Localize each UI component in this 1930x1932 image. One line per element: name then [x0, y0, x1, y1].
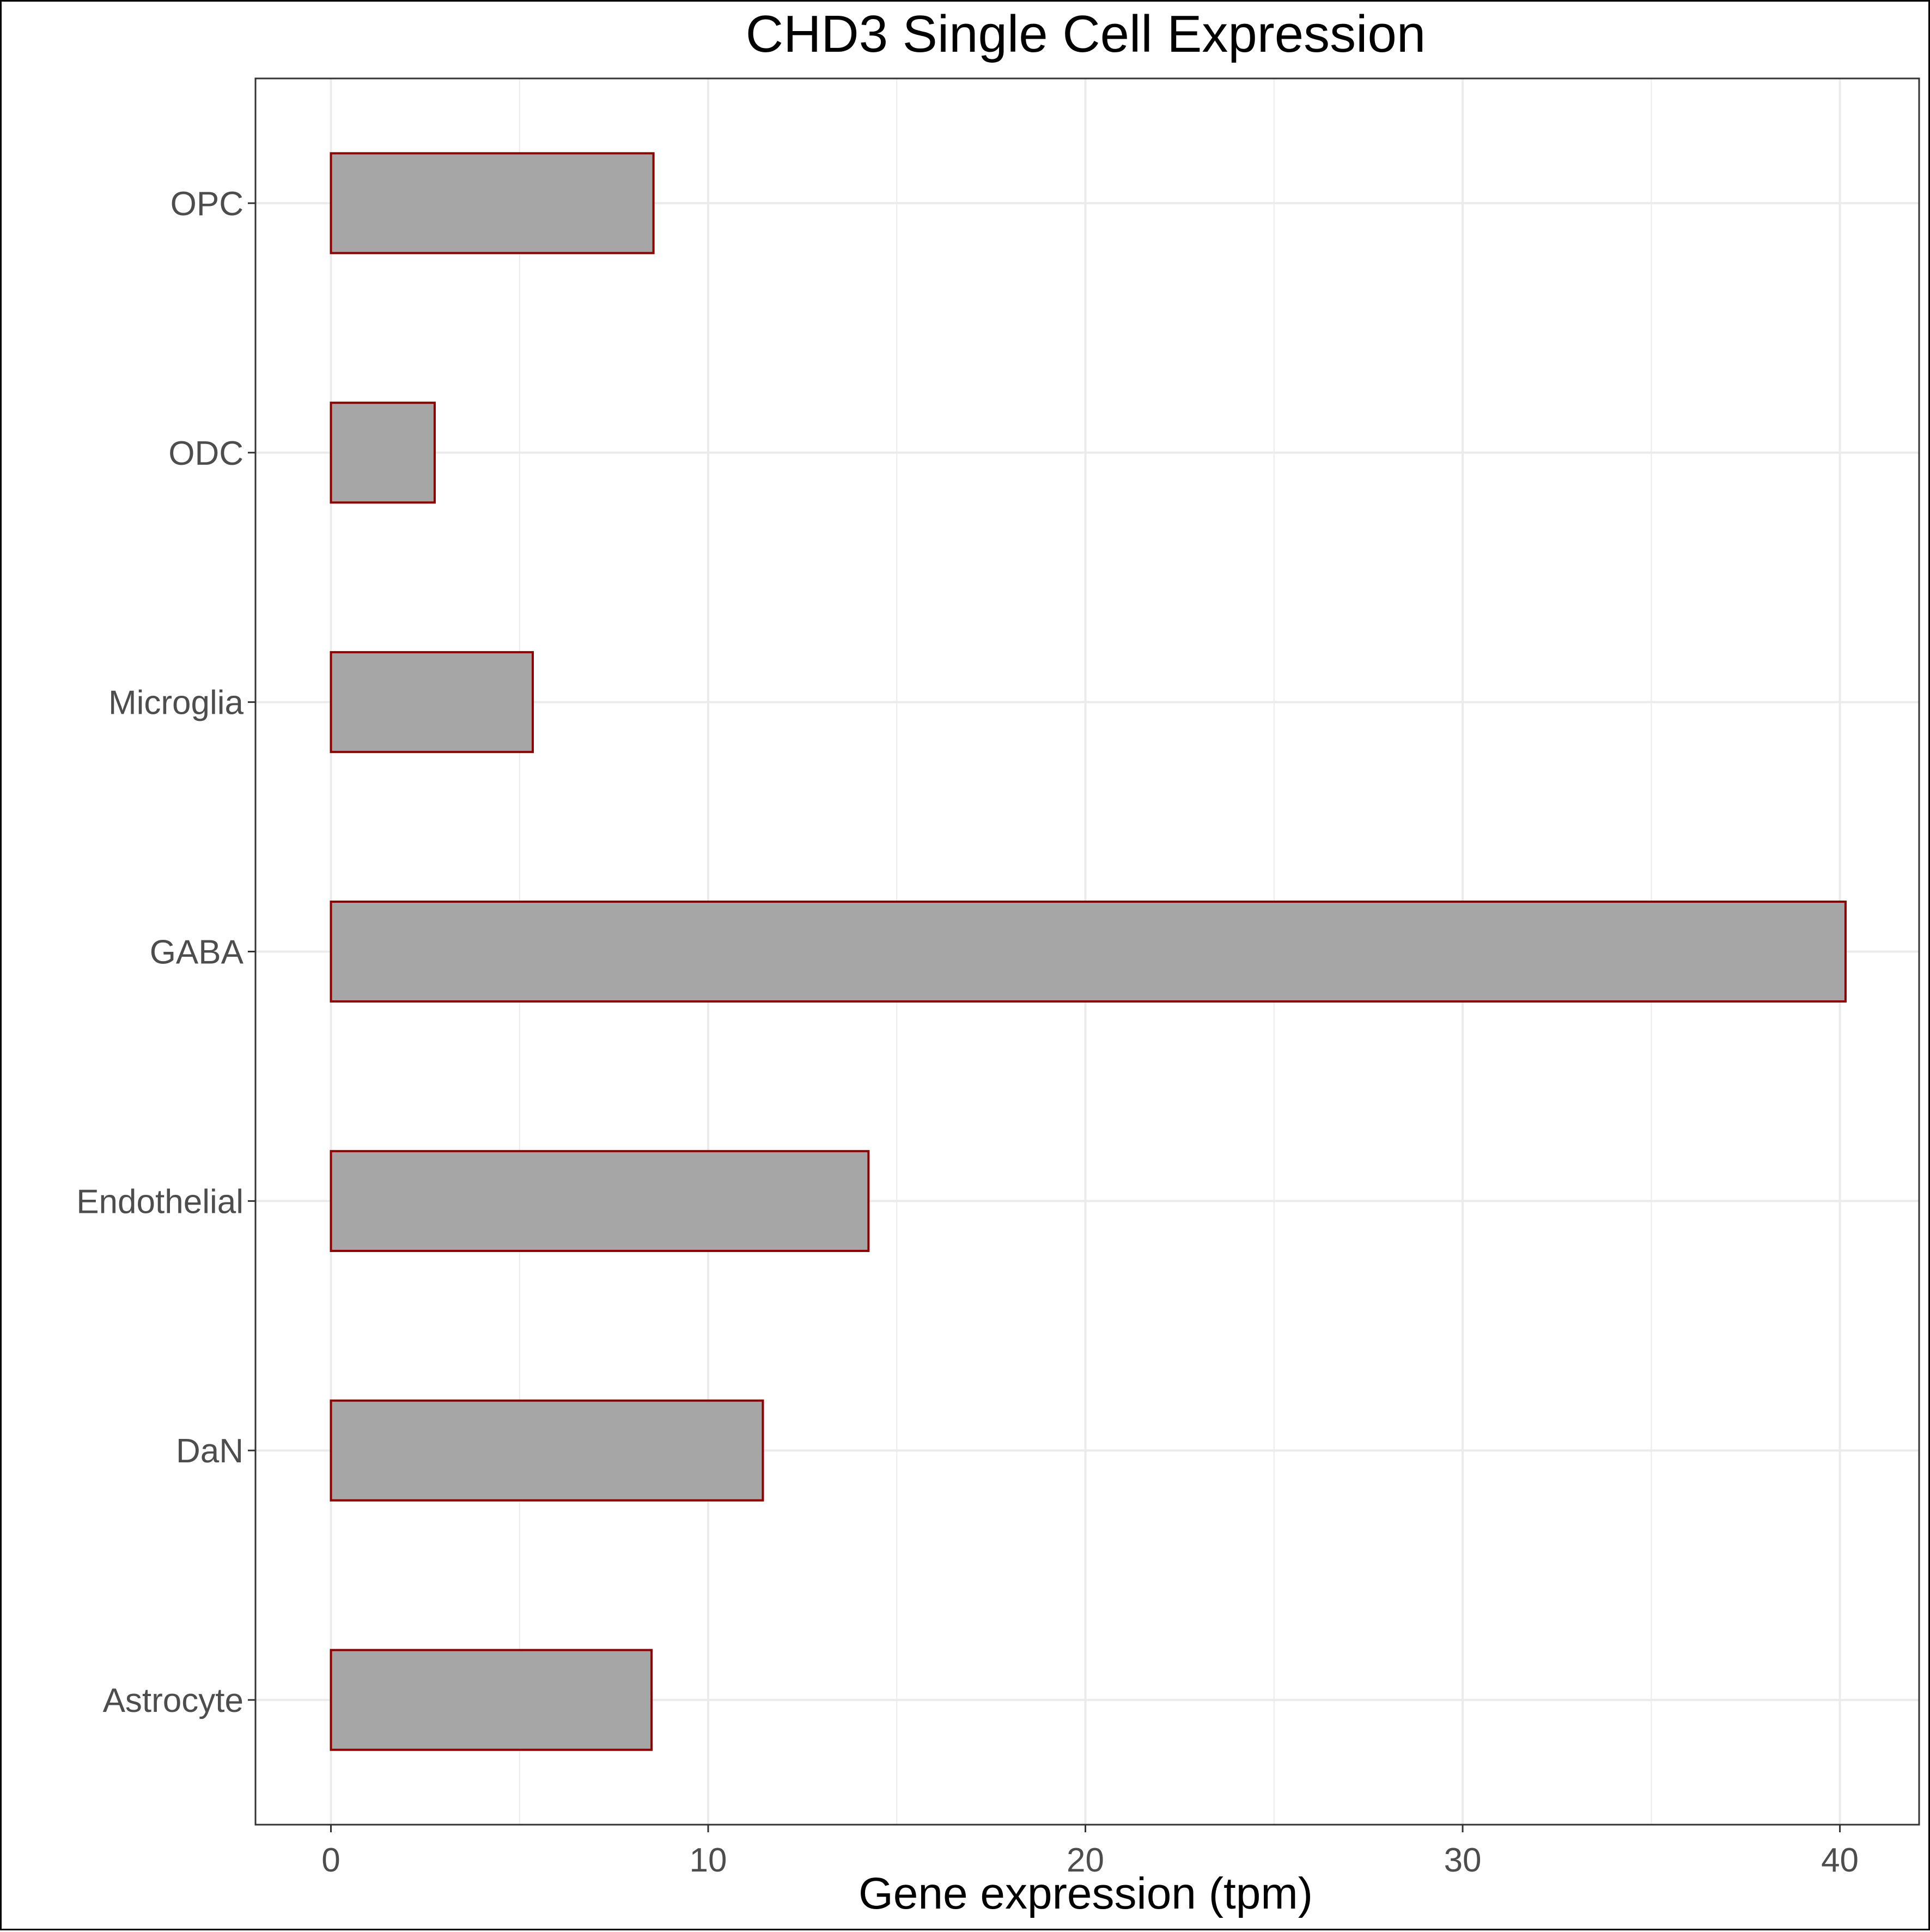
x-tick-label: 40: [1821, 1842, 1859, 1879]
chart-title: CHD3 Single Cell Expression: [746, 5, 1426, 63]
bar-dan: [330, 1399, 764, 1502]
y-axis-ticks: Astrocyte DaN Endothelial GABA Microglia ODC O…: [76, 185, 255, 1720]
y-tick-label: Microglia: [108, 684, 244, 722]
bar-odc: [330, 402, 436, 504]
y-tick-label: Endothelial: [76, 1183, 243, 1220]
bars: [330, 152, 1847, 1751]
bar-endothelial: [330, 1150, 870, 1252]
y-tick-label: Astrocyte: [103, 1682, 243, 1720]
x-axis-ticks: 0 10 20 30 40: [321, 1825, 1859, 1879]
bar-microglia: [330, 651, 534, 754]
x-tick-label: 10: [690, 1842, 727, 1879]
y-tick-label: OPC: [171, 185, 243, 223]
y-tick-label: GABA: [150, 934, 244, 971]
x-tick-label: 0: [321, 1842, 340, 1879]
bar-opc: [330, 152, 655, 254]
x-tick-label: 30: [1444, 1842, 1482, 1879]
y-tick-label: DaN: [176, 1432, 243, 1470]
y-tick-label: ODC: [168, 435, 243, 472]
bar-astrocyte: [330, 1649, 653, 1751]
x-tick-label: 20: [1067, 1842, 1104, 1879]
bar-gaba: [330, 900, 1847, 1003]
x-axis-title: Gene expression (tpm): [859, 1869, 1313, 1918]
